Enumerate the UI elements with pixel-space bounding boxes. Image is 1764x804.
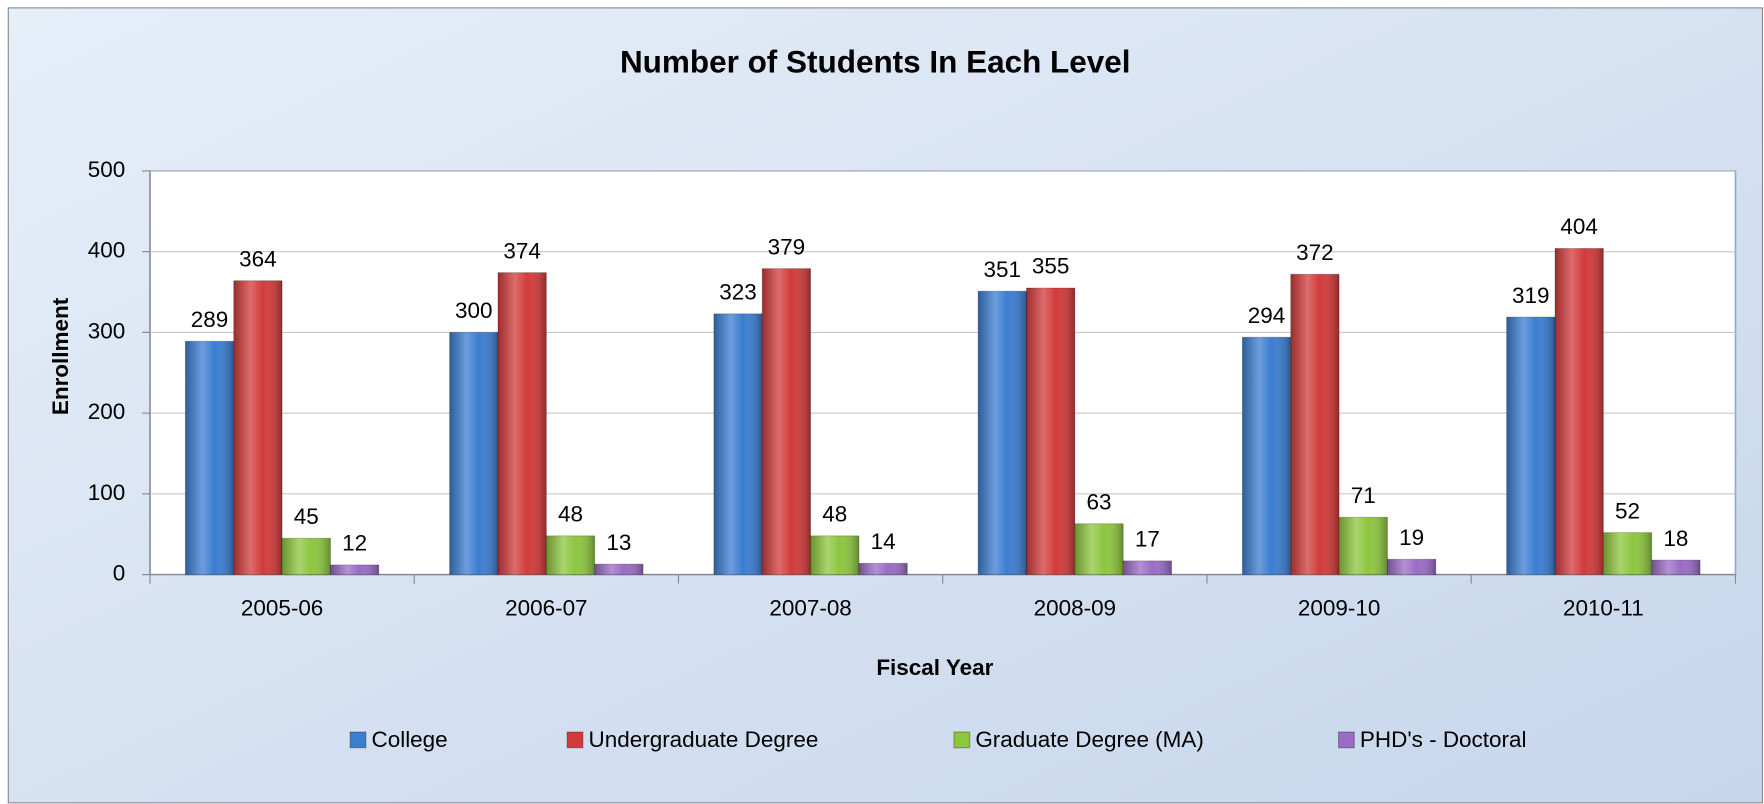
legend-swatch <box>566 731 584 749</box>
data-label: 48 <box>822 502 847 527</box>
y-tick-label: 100 <box>88 480 126 505</box>
bar-shade <box>185 341 234 575</box>
bar-shade <box>858 563 908 575</box>
y-tick-label: 200 <box>88 399 126 424</box>
legend-label: College <box>371 727 447 752</box>
data-label: 18 <box>1663 526 1688 551</box>
data-label: 319 <box>1512 283 1550 308</box>
bar-shade <box>762 268 811 575</box>
data-label: 379 <box>768 234 806 259</box>
y-tick-label: 500 <box>88 157 126 182</box>
bar-shade <box>594 564 644 575</box>
bar-shade <box>1603 532 1652 575</box>
data-label: 351 <box>984 257 1022 282</box>
bar-shade <box>282 538 331 575</box>
bar-shade <box>449 332 498 575</box>
bar-shade <box>713 313 763 575</box>
x-tick-label: 2009-10 <box>1298 595 1380 620</box>
bar-shade <box>978 291 1027 575</box>
bar-shade <box>233 280 283 575</box>
data-label: 63 <box>1087 489 1112 514</box>
x-tick-label: 2010-11 <box>1563 595 1644 620</box>
legend-label: PHD's - Doctoral <box>1360 727 1527 752</box>
data-label: 12 <box>342 531 367 556</box>
legend-label: Graduate Degree (MA) <box>975 727 1204 752</box>
data-label: 19 <box>1399 525 1424 550</box>
bar-shade <box>546 535 595 575</box>
x-axis-label: Fiscal Year <box>876 655 993 680</box>
chart-title: Number of Students In Each Level <box>620 44 1131 79</box>
data-label: 294 <box>1248 303 1286 328</box>
data-label: 48 <box>558 502 583 527</box>
bar-shade <box>1242 337 1291 575</box>
y-axis-label: Enrollment <box>48 297 73 415</box>
data-label: 404 <box>1560 214 1598 239</box>
data-label: 14 <box>871 529 896 554</box>
bar-shade <box>1387 559 1436 575</box>
bar-shade <box>1506 317 1555 575</box>
legend-swatch <box>1337 731 1355 749</box>
x-tick-label: 2006-07 <box>505 595 587 620</box>
data-label: 355 <box>1032 254 1070 279</box>
bar-shade <box>810 535 859 575</box>
data-label: 323 <box>719 280 757 305</box>
x-tick-label: 2005-06 <box>241 595 323 620</box>
data-label: 17 <box>1135 527 1160 552</box>
data-label: 52 <box>1615 498 1640 523</box>
plot-area <box>149 170 1737 576</box>
data-label: 13 <box>606 530 631 555</box>
legend-swatch <box>953 731 971 749</box>
data-label: 71 <box>1351 483 1376 508</box>
data-label: 45 <box>294 504 319 529</box>
x-tick-label: 2008-09 <box>1034 595 1116 620</box>
data-label: 300 <box>455 298 493 323</box>
y-tick-label: 0 <box>113 561 126 586</box>
bar-shade <box>1554 248 1604 575</box>
x-tick-label: 2007-08 <box>769 595 851 620</box>
bar-shade <box>1123 560 1172 575</box>
y-tick-label: 400 <box>88 238 126 263</box>
data-label: 372 <box>1296 240 1334 265</box>
data-label: 364 <box>239 246 277 271</box>
bar-shade <box>1339 517 1388 575</box>
y-tick-label: 300 <box>88 318 126 343</box>
bar-shade <box>330 564 379 575</box>
legend-swatch <box>349 731 367 749</box>
legend-label: Undergraduate Degree <box>589 727 819 752</box>
bar-shade <box>1026 287 1075 575</box>
bar-shade <box>497 272 547 575</box>
bar-shade <box>1651 560 1701 575</box>
data-label: 374 <box>503 238 541 263</box>
bar-shade <box>1074 523 1124 575</box>
data-label: 289 <box>191 307 229 332</box>
bar-shade <box>1290 274 1340 575</box>
